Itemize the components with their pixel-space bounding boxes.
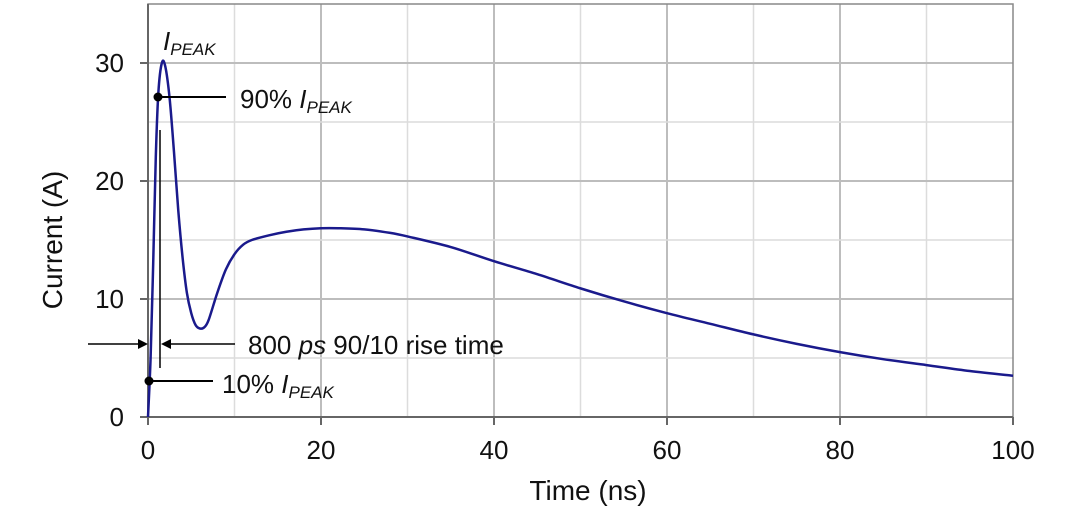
x-tick-label: 80 (826, 435, 855, 465)
y-tick-label: 0 (110, 402, 124, 432)
x-tick-label: 0 (141, 435, 155, 465)
ten-label: 10% IPEAK (222, 369, 335, 402)
y-tick-label: 30 (95, 48, 124, 78)
x-axis-label: Time (ns) (529, 475, 646, 506)
tick-labels: 0 20 40 60 80 100 0 10 20 30 (95, 48, 1035, 465)
rise-arrowhead-right (161, 339, 171, 349)
rise-arrowhead-left (138, 339, 148, 349)
grid (140, 3, 1014, 425)
ninety-label: 90% IPEAK (240, 84, 353, 117)
ninety-marker (153, 92, 163, 102)
x-tick-label: 40 (480, 435, 509, 465)
ten-marker (144, 376, 154, 386)
y-tick-label: 10 (95, 284, 124, 314)
series-line (146, 59, 1014, 418)
x-tick-label: 20 (307, 435, 336, 465)
x-tick-label: 100 (991, 435, 1034, 465)
y-tick-label: 20 (95, 166, 124, 196)
x-tick-label: 60 (653, 435, 682, 465)
rise-time-label: 800 ps 90/10 rise time (248, 330, 504, 360)
peak-label: IPEAK (163, 26, 216, 59)
y-axis-label: Current (A) (37, 171, 68, 309)
